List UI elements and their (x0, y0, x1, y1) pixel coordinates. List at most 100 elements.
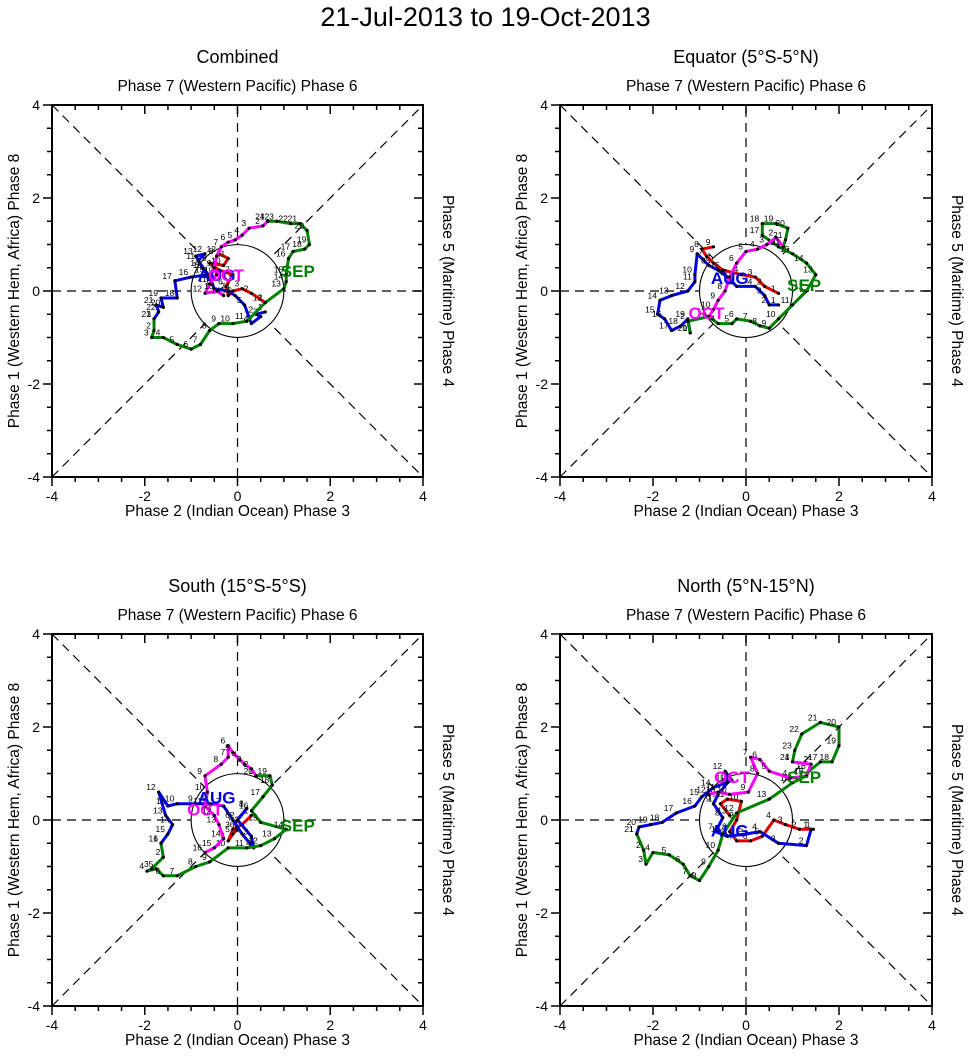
day-point (693, 273, 697, 277)
trajectories: 1234567812345678910111213141516123456789… (139, 736, 315, 878)
day-point (711, 802, 716, 806)
day-label: 16 (796, 761, 806, 771)
day-point (212, 813, 216, 817)
day-label: 8 (722, 822, 727, 832)
day-label: 4 (782, 768, 787, 778)
month-label-sep: SEP (787, 768, 821, 787)
day-point (767, 769, 771, 773)
day-label: 4 (232, 750, 237, 760)
day-point (226, 294, 230, 298)
day-label: 14 (211, 829, 221, 839)
day-point (818, 720, 823, 724)
day-label: 15 (689, 787, 699, 797)
day-point (217, 823, 221, 827)
day-label: 17 (664, 803, 674, 813)
day-label: 5 (225, 743, 230, 753)
day-point (203, 252, 207, 256)
day-label: 2 (156, 847, 161, 857)
x-tick-label: 0 (234, 488, 242, 504)
day-label: 3 (778, 815, 783, 825)
day-point (282, 287, 286, 291)
day-point (203, 774, 207, 778)
day-label: 1 (682, 323, 687, 333)
bottom-axis-label: Phase 2 (Indian Ocean) Phase 3 (125, 1032, 350, 1049)
day-point (744, 249, 748, 254)
day-label: 6 (720, 826, 725, 836)
day-label: 5 (738, 824, 743, 834)
day-point (161, 335, 165, 340)
day-label: 21 (808, 712, 818, 722)
day-point (818, 760, 823, 764)
day-label: 9 (706, 237, 711, 247)
right-axis-label: Phase 5 (Maritime) Phase 4 (439, 724, 456, 916)
day-point (744, 832, 748, 836)
day-label: 7 (682, 866, 687, 876)
day-point (774, 235, 778, 240)
day-label: 6 (729, 309, 734, 319)
month-label-sep: SEP (281, 262, 315, 281)
day-point (157, 310, 161, 314)
day-label: 6 (218, 276, 223, 286)
day-point (233, 238, 237, 242)
day-label: 3 (748, 267, 753, 277)
day-point (291, 249, 295, 254)
x-tick-label: 2 (326, 488, 334, 504)
day-label: 19 (675, 309, 685, 319)
day-label: 11 (156, 796, 165, 806)
day-point (249, 321, 254, 326)
panel-4: North (5°N-15°N) Phase 7 (Western Pacific… (514, 576, 965, 1049)
day-point (154, 303, 158, 307)
day-label: 18 (668, 316, 678, 326)
x-tick-label: -4 (46, 1017, 59, 1033)
day-point (254, 774, 258, 778)
day-point (266, 219, 270, 223)
y-tick-label: 0 (540, 283, 548, 299)
day-point (219, 245, 223, 249)
day-point (658, 298, 662, 302)
day-label: 10 (220, 314, 230, 324)
day-point (637, 825, 641, 829)
day-point (716, 298, 720, 302)
day-label: 24 (255, 211, 265, 221)
day-label: 1 (248, 766, 253, 776)
day-point (284, 273, 288, 277)
day-point (765, 242, 769, 247)
day-label: 8 (239, 798, 244, 808)
x-tick-label: 4 (928, 488, 936, 504)
bottom-axis-label: Phase 2 (Indian Ocean) Phase 3 (125, 503, 350, 520)
day-point (804, 289, 809, 293)
trajectory-oct (708, 755, 813, 796)
day-label: 3 (701, 307, 706, 317)
x-tick-label: -2 (647, 488, 660, 504)
trajectory-aug (656, 252, 779, 334)
y-tick-label: 2 (32, 719, 40, 735)
day-point (670, 328, 674, 333)
day-label: 10 (717, 784, 727, 794)
x-tick-label: -4 (554, 488, 567, 504)
day-label: 14 (648, 290, 658, 300)
x-tick-label: -2 (139, 488, 152, 504)
day-point (150, 335, 154, 340)
day-label: 18 (165, 288, 175, 298)
y-tick-label: -4 (28, 469, 41, 485)
day-point (711, 261, 716, 265)
top-axis-label: Phase 7 (Western Pacific) Phase 6 (117, 607, 357, 624)
day-label: 11 (697, 307, 706, 317)
day-point (716, 790, 720, 794)
unit-circle (698, 243, 794, 339)
day-point (159, 296, 163, 300)
day-point (721, 816, 725, 820)
day-label: 7 (220, 281, 225, 291)
day-point (714, 830, 718, 834)
day-label: 13 (803, 265, 813, 275)
day-point (212, 846, 216, 850)
day-point (700, 795, 704, 799)
day-label: 2 (248, 304, 253, 314)
day-point (776, 291, 781, 295)
main-title: 21-Jul-2013 to 19-Oct-2013 (320, 2, 651, 32)
month-label-aug: AUG (711, 269, 749, 288)
y-tick-label: 4 (540, 97, 548, 113)
day-label: 16 (179, 267, 189, 277)
day-label: 8 (750, 764, 755, 774)
